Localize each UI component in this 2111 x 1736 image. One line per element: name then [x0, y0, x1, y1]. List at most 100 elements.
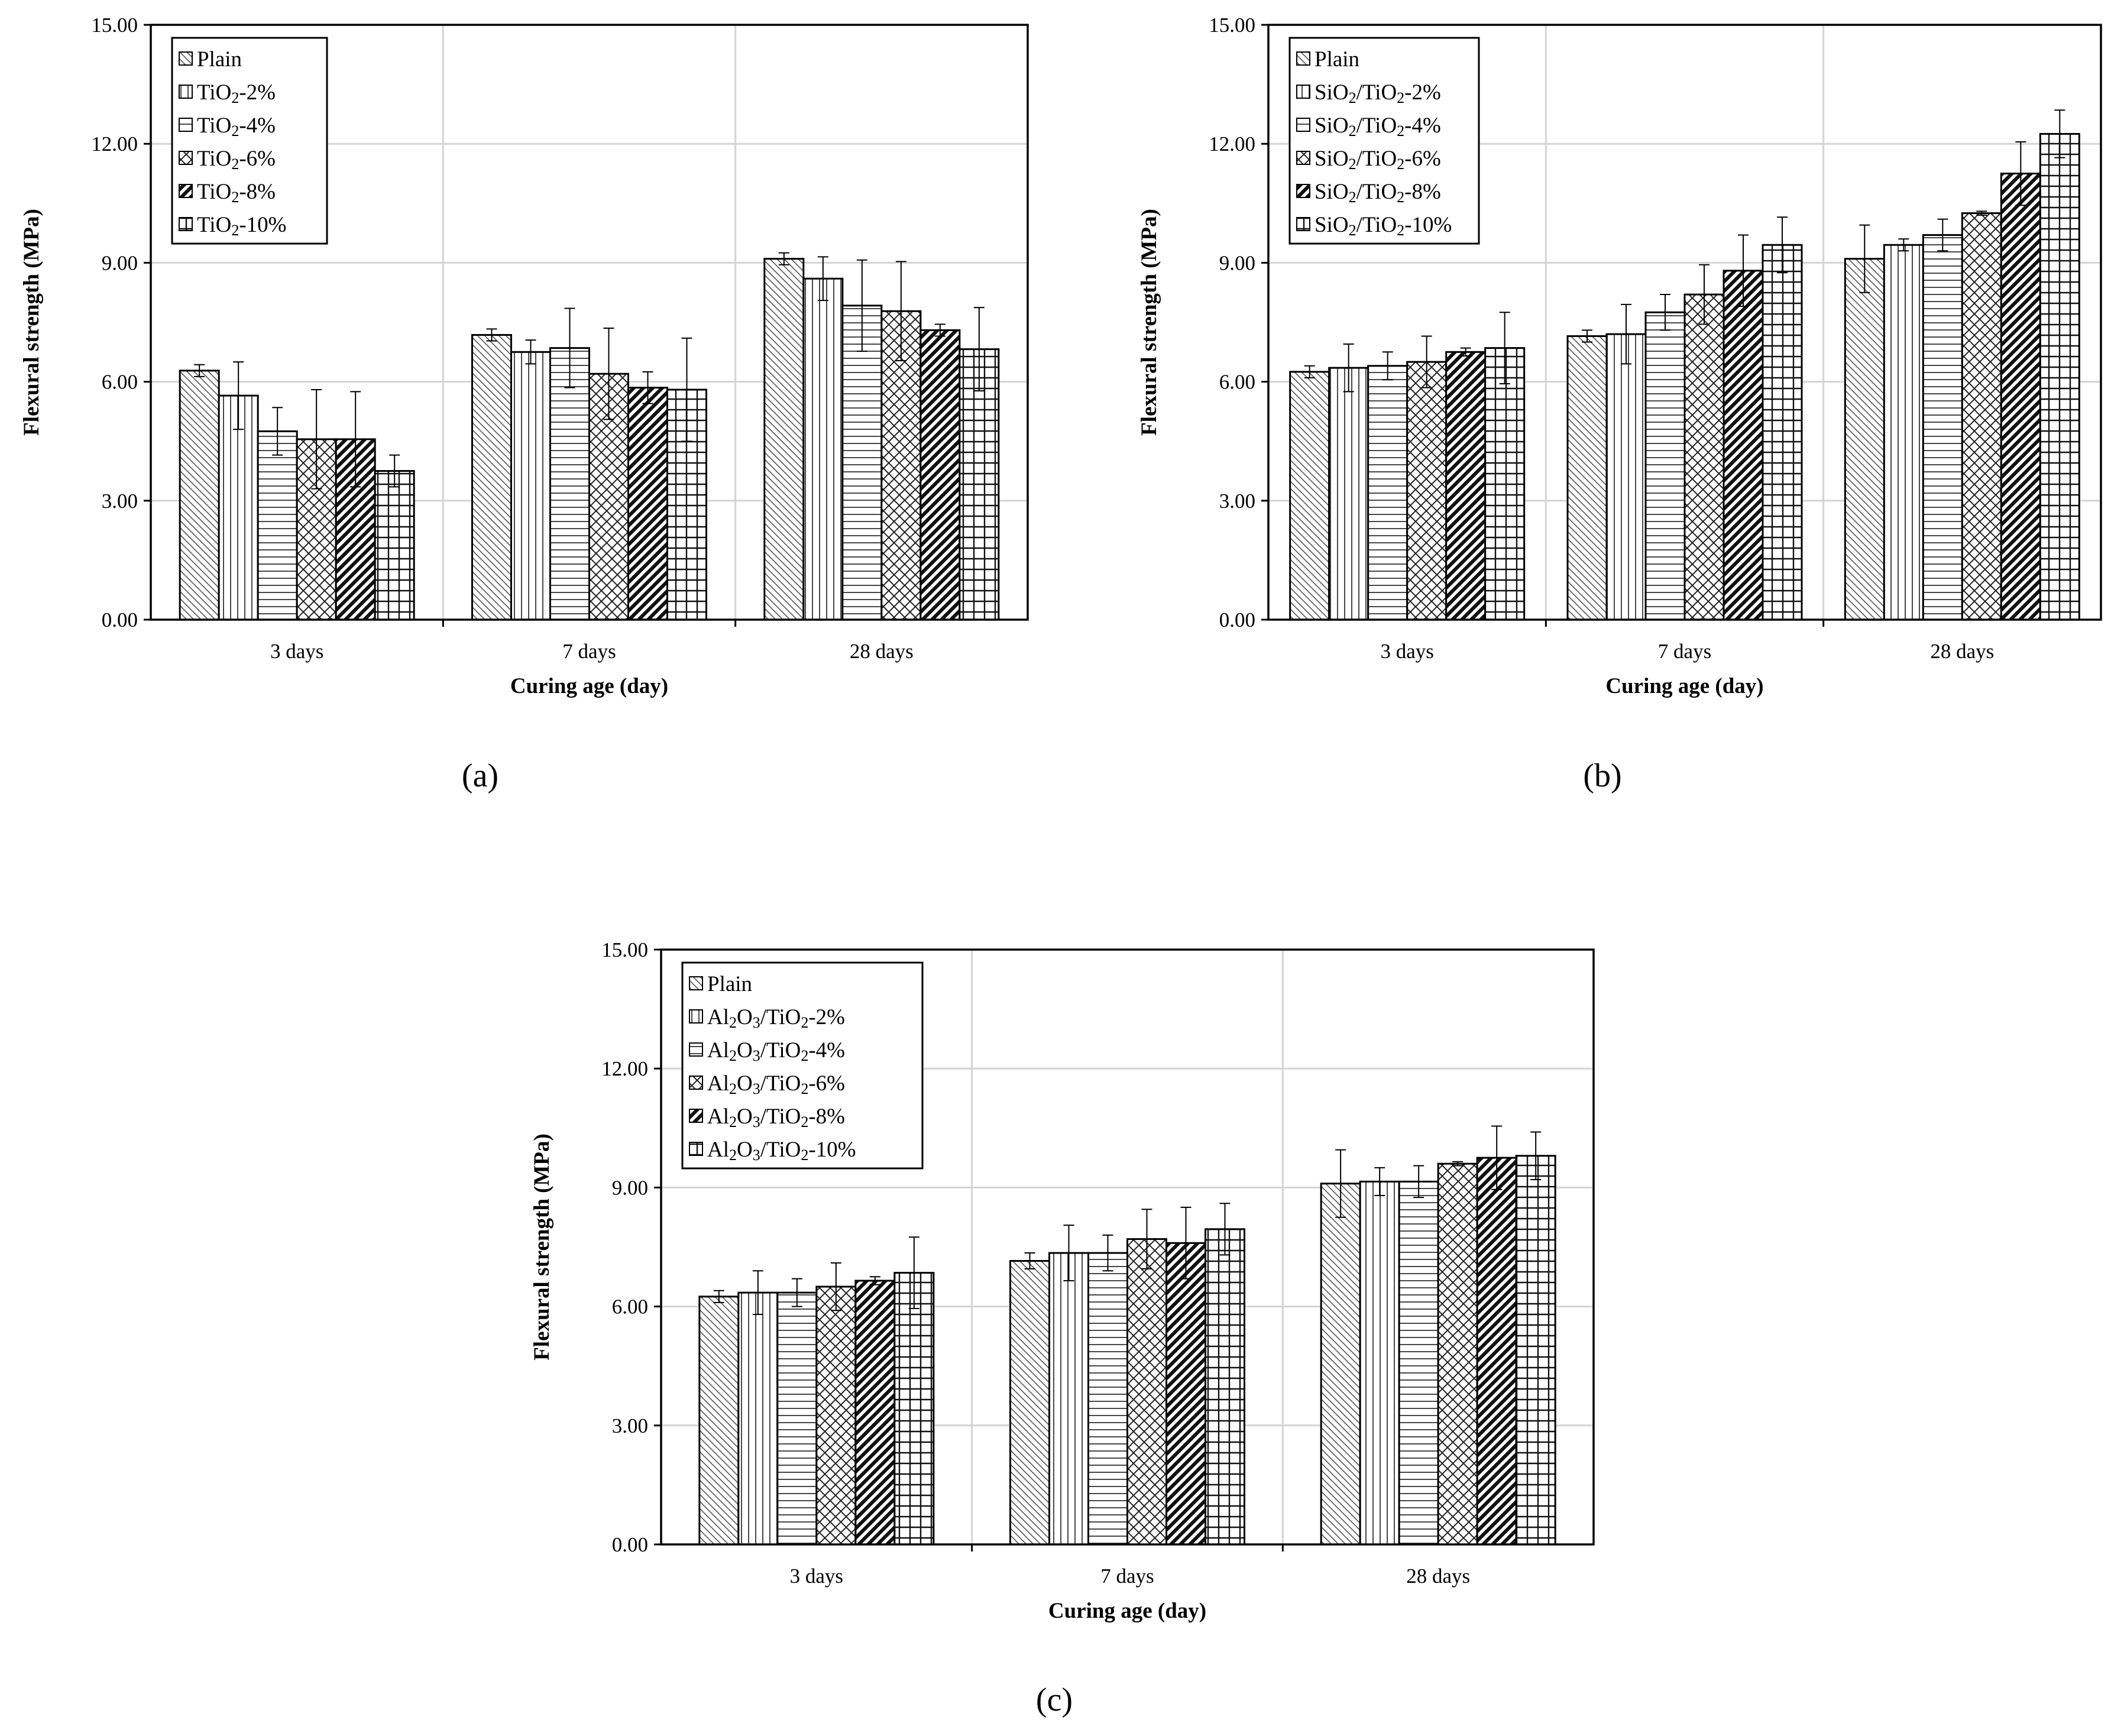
y-tick-label: 3.00 — [612, 1414, 648, 1437]
legend-swatch — [179, 184, 193, 198]
legend: Plain SiO2/TiO2-2% SiO2/TiO2-4% SiO2/TiO2-6… — [1288, 37, 1480, 245]
x-tick-label: 3 days — [790, 1565, 843, 1588]
y-tick-label: 12.00 — [601, 1057, 648, 1080]
bar — [1723, 270, 1764, 621]
legend-label: Al2O3/TiO2-8% — [707, 1105, 845, 1131]
bar — [1683, 293, 1725, 621]
x-tick-label: 28 days — [1930, 640, 1994, 663]
y-tick-label: 6.00 — [612, 1295, 648, 1319]
bar — [627, 387, 668, 621]
bar — [1048, 1252, 1089, 1546]
bar — [1844, 258, 1885, 621]
legend-label: SiO2/TiO2-4% — [1314, 114, 1441, 140]
bar — [179, 370, 220, 621]
x-tick-label: 3 days — [270, 640, 323, 663]
y-tick-label: 3.00 — [102, 490, 138, 513]
legend-label: Al2O3/TiO2-10% — [707, 1138, 856, 1164]
legend-swatch — [689, 976, 703, 990]
bar — [374, 470, 415, 621]
legend-swatch — [1296, 118, 1310, 132]
x-tick-label: 7 days — [1658, 640, 1711, 663]
bar — [1437, 1162, 1478, 1546]
bar — [776, 1291, 818, 1546]
bar — [1367, 365, 1409, 621]
y-tick-label: 3.00 — [1219, 490, 1255, 513]
legend-label: SiO2/TiO2-10% — [1314, 213, 1452, 239]
legend-label: SiO2/TiO2-2% — [1314, 80, 1441, 106]
bar — [1359, 1180, 1400, 1546]
legend-label: Plain — [707, 972, 752, 996]
x-axis-label: Curing age (day) — [1048, 1599, 1206, 1623]
bar — [1320, 1183, 1361, 1546]
legend-label: Plain — [1314, 47, 1359, 72]
bar — [1515, 1155, 1556, 1546]
x-tick-label: 28 days — [1406, 1565, 1470, 1588]
panel-caption: (a) — [462, 757, 498, 794]
x-tick-label: 3 days — [1380, 640, 1433, 663]
bar — [737, 1291, 779, 1546]
legend-box — [1288, 37, 1480, 245]
bar — [1328, 367, 1369, 621]
legend-label: TiO2-2% — [197, 80, 276, 106]
legend-label: SiO2/TiO2-8% — [1314, 180, 1441, 206]
legend-label: Al2O3/TiO2-2% — [707, 1005, 845, 1031]
legend-swatch — [179, 217, 193, 231]
bar — [510, 351, 551, 621]
legend-label: TiO2-8% — [197, 180, 276, 206]
legend-swatch — [1296, 151, 1310, 165]
legend-swatch — [689, 1142, 703, 1156]
legend-label: Al2O3/TiO2-6% — [707, 1071, 845, 1097]
bar — [2000, 173, 2041, 621]
legend-box — [681, 961, 924, 1170]
plot-frame — [660, 948, 1595, 1546]
panel-caption: (b) — [1583, 757, 1621, 794]
bar — [1883, 244, 1924, 621]
bar — [1566, 335, 1608, 621]
x-tick-label: 7 days — [1100, 1565, 1154, 1588]
bar — [698, 1295, 740, 1546]
legend-label: TiO2-4% — [197, 114, 276, 140]
legend-swatch — [689, 1076, 703, 1090]
y-tick-label: 9.00 — [612, 1176, 648, 1199]
y-axis-label: Flexural strength (MPa) — [1137, 209, 1161, 436]
legend-label: TiO2-6% — [197, 147, 276, 173]
y-tick-label: 0.00 — [612, 1533, 648, 1556]
legend-swatch — [1296, 51, 1310, 66]
legend-swatch — [1296, 85, 1310, 99]
bar — [1087, 1252, 1128, 1546]
y-tick-label: 9.00 — [1219, 251, 1255, 274]
bar — [1961, 212, 2002, 621]
chart-panel-b: 0.00 3.00 6.00 9.00 12.00 15.00 3 days 7 days 28… — [1137, 14, 2102, 794]
y-tick-label: 15.00 — [1209, 14, 1255, 37]
chart-panel-a: 0.00 3.00 6.00 9.00 12.00 15.00 3 days 7 days 28… — [20, 14, 1029, 794]
x-tick-label: 28 days — [850, 640, 914, 663]
plot-frame — [1267, 24, 2102, 621]
bar — [1289, 371, 1330, 621]
bar — [1445, 351, 1487, 621]
legend: Plain Al2O3/TiO2-2% Al2O3/TiO2-4% Al2O3/TiO… — [681, 961, 924, 1170]
bar — [549, 347, 590, 621]
legend-swatch — [179, 85, 193, 99]
bar — [1126, 1238, 1167, 1546]
y-axis-label: Flexural strength (MPa) — [20, 209, 44, 436]
y-tick-label: 9.00 — [102, 251, 138, 274]
bar — [1605, 333, 1647, 621]
bar — [919, 329, 961, 621]
bar — [2039, 132, 2080, 621]
bar — [763, 258, 805, 621]
y-tick-label: 15.00 — [601, 938, 648, 961]
y-tick-label: 0.00 — [102, 608, 138, 631]
x-axis-label: Curing age (day) — [510, 674, 668, 698]
bar — [1406, 361, 1448, 621]
legend-swatch — [179, 151, 193, 165]
y-axis-label: Flexural strength (MPa) — [530, 1133, 554, 1361]
x-tick-label: 7 days — [562, 640, 616, 663]
bar — [854, 1280, 896, 1546]
legend-swatch — [689, 1009, 703, 1024]
y-tick-label: 12.00 — [1209, 132, 1255, 156]
legend-label: Al2O3/TiO2-4% — [707, 1038, 845, 1064]
bar — [471, 333, 512, 621]
legend-label: Plain — [197, 47, 242, 72]
chart-panel-c: 0.00 3.00 6.00 9.00 12.00 15.00 3 days 7 days 28… — [530, 938, 1595, 1718]
